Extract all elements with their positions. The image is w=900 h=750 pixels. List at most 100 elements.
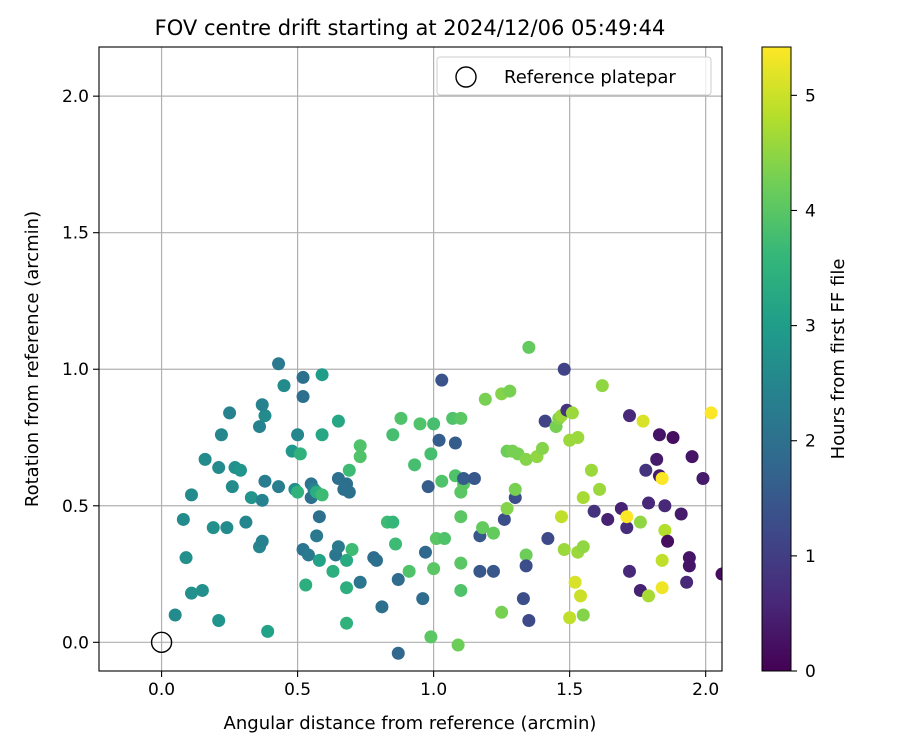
- y-tick-label: 0.5: [62, 497, 89, 517]
- data-point: [658, 499, 672, 513]
- data-point: [394, 411, 408, 425]
- data-point: [345, 542, 359, 556]
- data-point: [486, 526, 500, 540]
- data-point: [261, 624, 275, 638]
- data-point: [389, 537, 403, 551]
- data-point: [633, 515, 647, 529]
- data-point: [696, 471, 710, 485]
- data-points: [168, 340, 722, 660]
- data-point: [272, 357, 286, 371]
- data-point: [516, 592, 530, 606]
- data-point: [255, 534, 269, 548]
- y-tick-label: 1.5: [62, 224, 89, 244]
- data-point: [448, 436, 462, 450]
- data-point: [293, 447, 307, 461]
- data-point: [554, 510, 568, 524]
- data-point: [576, 540, 590, 554]
- plot-frame: [98, 46, 723, 672]
- data-point: [340, 581, 354, 595]
- data-point: [473, 564, 487, 578]
- legend-reference-marker: [455, 66, 477, 88]
- data-point: [272, 480, 286, 494]
- data-point: [685, 450, 699, 464]
- data-point: [375, 600, 389, 614]
- data-point: [682, 559, 696, 573]
- data-point: [391, 573, 405, 587]
- y-axis-label: Rotation from reference (arcmin): [22, 211, 43, 507]
- data-point: [454, 411, 468, 425]
- data-point: [342, 485, 356, 499]
- data-point: [353, 439, 367, 453]
- data-point: [438, 532, 452, 546]
- data-point: [212, 613, 226, 627]
- data-point: [503, 384, 517, 398]
- data-point: [658, 523, 672, 537]
- data-point: [639, 463, 653, 477]
- data-point: [315, 368, 329, 382]
- data-point: [571, 431, 585, 445]
- colorbar-tick-label: 5: [805, 86, 816, 106]
- data-point: [467, 471, 481, 485]
- data-point: [595, 379, 609, 393]
- data-point: [538, 414, 552, 428]
- data-point: [402, 564, 416, 578]
- x-tick-label: 1.5: [556, 680, 583, 700]
- data-point: [650, 452, 664, 466]
- data-point: [454, 556, 468, 570]
- data-point: [623, 409, 637, 423]
- data-point: [478, 392, 492, 406]
- data-point: [535, 441, 549, 455]
- colorbar-label: Hours from first FF file: [828, 259, 849, 460]
- data-point: [255, 493, 269, 507]
- data-point: [620, 521, 634, 535]
- data-point: [574, 589, 588, 603]
- data-point: [680, 575, 694, 589]
- data-point: [220, 521, 234, 535]
- data-point: [299, 578, 313, 592]
- data-point: [541, 532, 555, 546]
- data-point: [195, 583, 209, 597]
- data-point: [519, 452, 533, 466]
- data-point: [340, 616, 354, 630]
- data-point: [258, 409, 272, 423]
- data-point: [326, 564, 340, 578]
- data-point: [315, 428, 329, 442]
- data-point: [435, 474, 449, 488]
- x-tick-label: 0.5: [284, 680, 311, 700]
- data-point: [424, 447, 438, 461]
- data-point: [184, 586, 198, 600]
- data-point: [353, 450, 367, 464]
- legend: Reference platepar: [436, 56, 712, 96]
- grid-lines: [99, 47, 722, 671]
- data-point: [593, 482, 607, 496]
- colorbar: 0 1 2 3 4 5 Hours from first FF file: [761, 46, 849, 682]
- data-point: [239, 515, 253, 529]
- data-point: [666, 431, 680, 445]
- colorbar-ticks: 0 1 2 3 4 5: [791, 86, 816, 682]
- data-point: [179, 551, 193, 565]
- colorbar-tick-label: 4: [805, 201, 816, 221]
- data-point: [454, 510, 468, 524]
- data-point: [296, 370, 310, 384]
- data-point: [557, 362, 571, 376]
- colorbar-scale: [761, 46, 792, 672]
- data-point: [331, 414, 345, 428]
- data-point: [331, 540, 345, 554]
- data-point: [408, 458, 422, 472]
- data-point: [557, 542, 571, 556]
- data-point: [291, 428, 305, 442]
- data-point: [198, 452, 212, 466]
- data-point: [233, 463, 247, 477]
- data-point: [655, 553, 669, 567]
- data-point: [655, 581, 669, 595]
- y-tick-label: 2.0: [62, 87, 89, 107]
- data-point: [435, 373, 449, 387]
- data-point: [427, 562, 441, 576]
- data-point: [620, 510, 634, 524]
- colorbar-tick-label: 1: [805, 547, 816, 567]
- data-point: [486, 564, 500, 578]
- data-point: [497, 512, 511, 526]
- data-point: [454, 583, 468, 597]
- data-point: [522, 613, 536, 627]
